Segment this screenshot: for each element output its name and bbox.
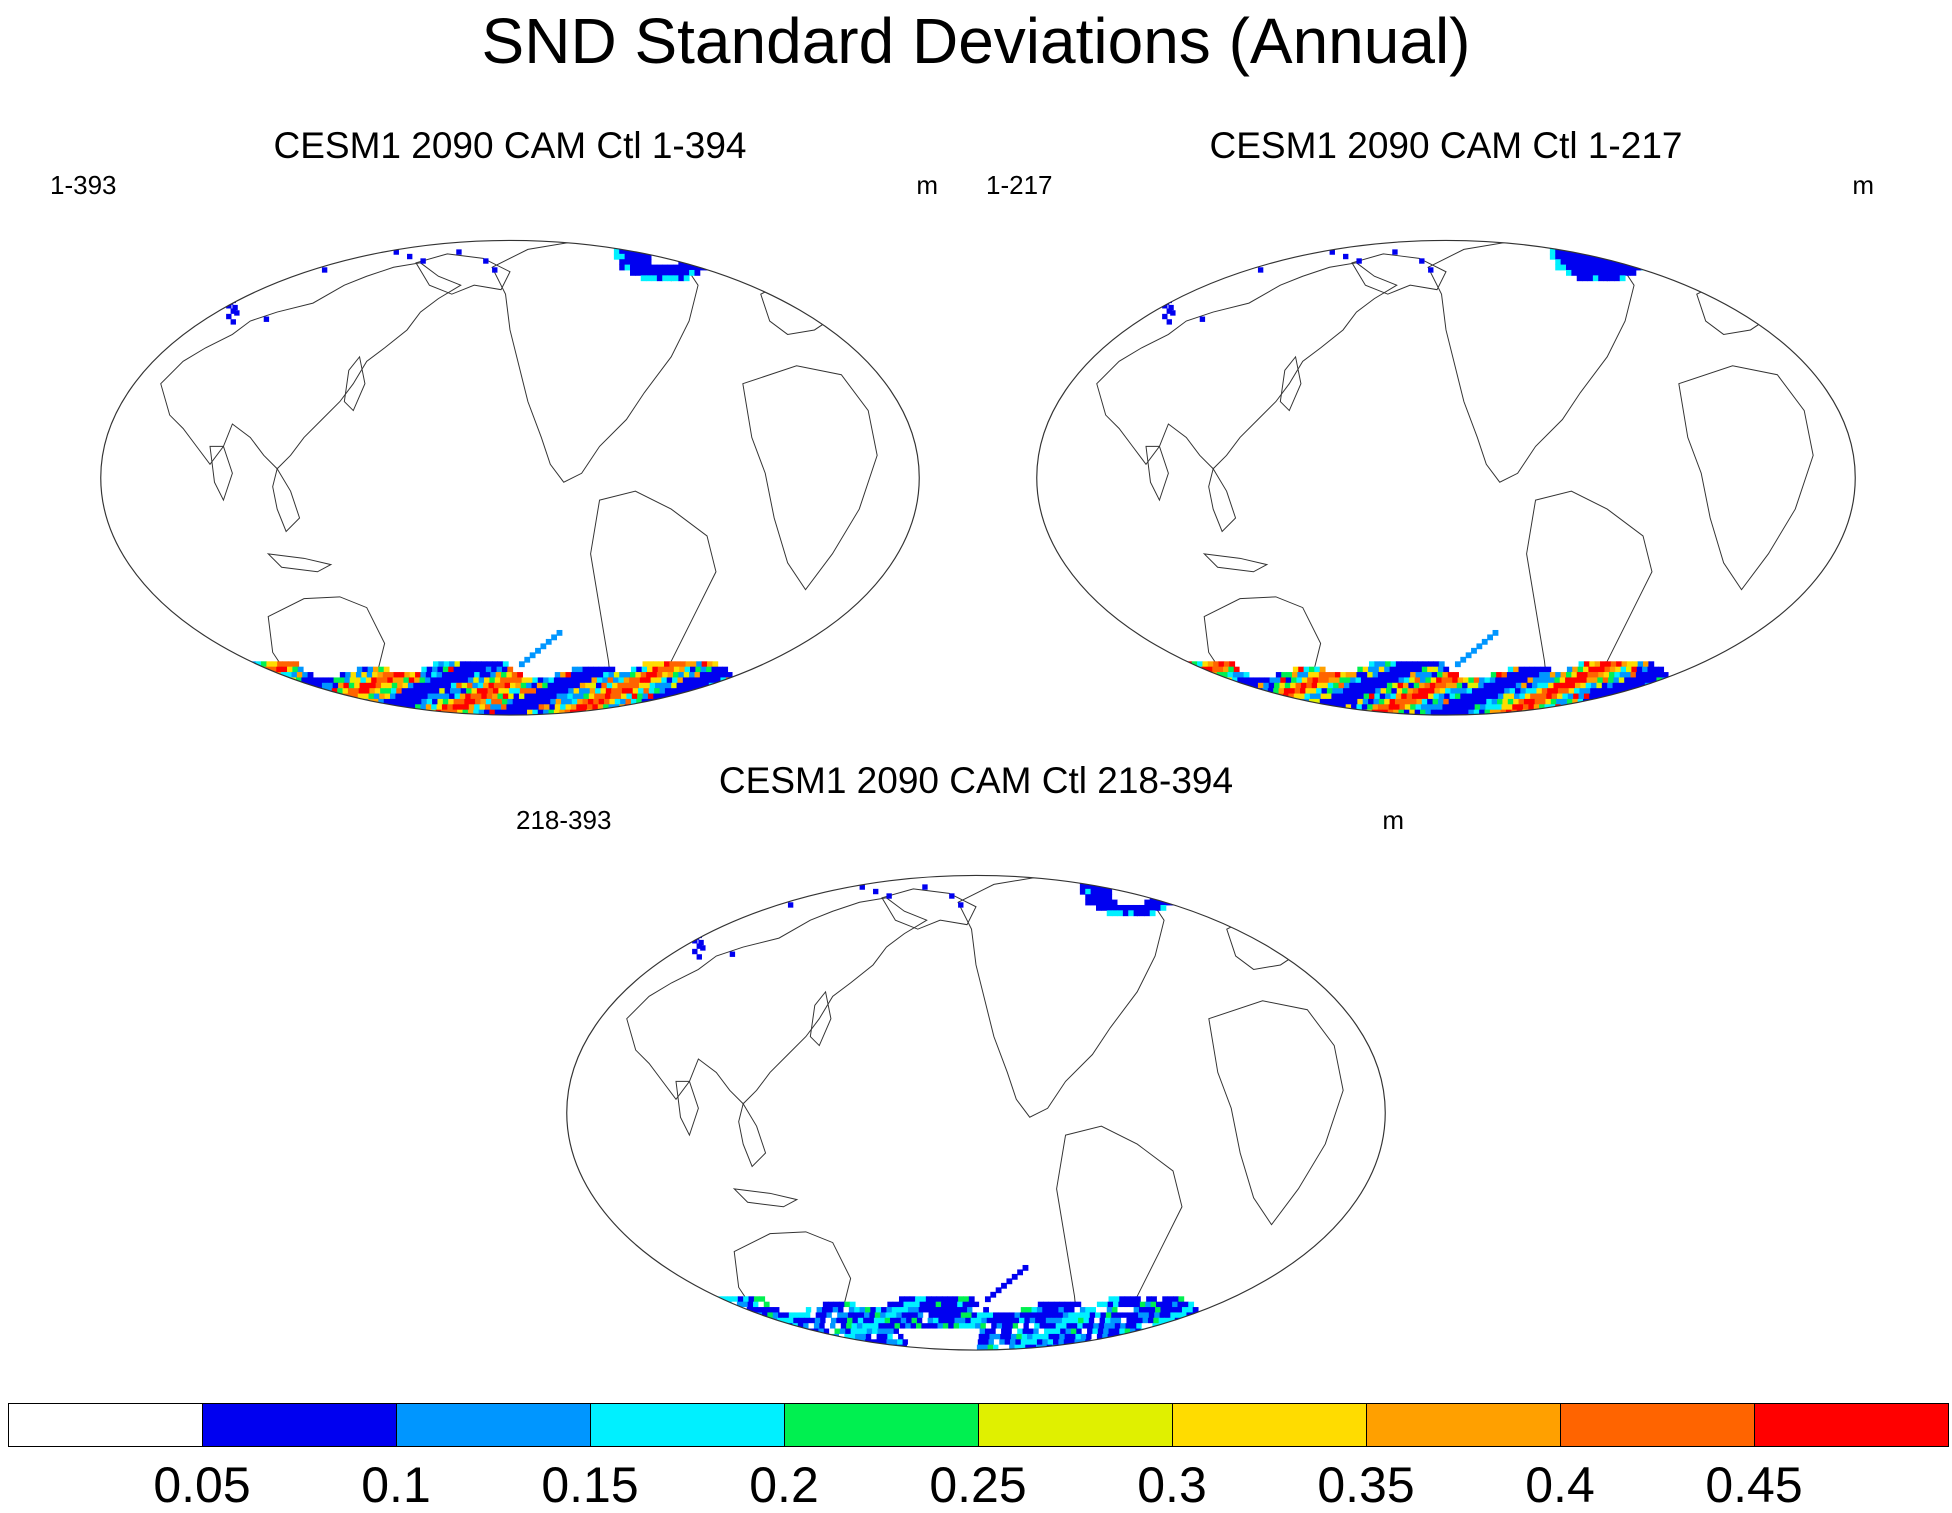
japan-coastline [809,990,832,1047]
indonesia-coastline [732,1188,799,1208]
map-border [1036,239,1856,716]
map-panel-2: CESM1 2090 CAM Ctl 1-217 1-217 m [986,124,1906,724]
colorbar-box [1366,1403,1561,1447]
map-panel-1: CESM1 2090 CAM Ctl 1-394 1-393 m [50,124,970,724]
colorbar-box [1754,1403,1949,1447]
india-coastline [675,1080,699,1137]
alaska-coastline [1351,253,1447,295]
panel-left-label: 1-393 [50,170,117,200]
europe-coastline [1696,266,1796,335]
colorbar-tick-label: 0.2 [749,1457,819,1513]
alaska-coastline [415,253,511,295]
colorbar-tick-label: 0.45 [1705,1457,1803,1513]
colorbar-tick-label: 0.15 [541,1457,639,1513]
japan-coastline [1279,355,1302,412]
map-plot [100,239,920,716]
indonesia-coastline [266,553,333,573]
map-plot [566,874,1386,1351]
colorbar [8,1403,1949,1449]
colorbar-tick-label: 0.05 [153,1457,251,1513]
colorbar-box [396,1403,591,1447]
panel-left-label: 1-217 [986,170,1053,200]
colorbar-tick-label: 0.1 [361,1457,431,1513]
map-panel-3: CESM1 2090 CAM Ctl 218-394 218-393 m [516,759,1436,1359]
seasia-coastline [1208,467,1237,533]
colorbar-box [202,1403,397,1447]
colorbar-box [590,1403,785,1447]
colorbar-box [8,1403,203,1447]
indonesia-coastline [1202,553,1269,573]
panel-left-label: 218-393 [516,805,612,835]
panel-title: CESM1 2090 CAM Ctl 1-217 [1209,125,1683,166]
seasia-coastline [738,1102,767,1168]
panel-units-label: m [916,170,938,200]
colorbar-tick-label: 0.35 [1317,1457,1415,1513]
colorbar-box [1560,1403,1755,1447]
colorbar-tick-label: 0.25 [929,1457,1027,1513]
asia-coastline [1096,262,1398,470]
asia-coastline [160,262,462,470]
asia-coastline [626,897,928,1105]
colorbar-box [1172,1403,1367,1447]
japan-coastline [343,355,366,412]
africa-coastline [1208,1000,1344,1226]
panel-title: CESM1 2090 CAM Ctl 1-394 [273,125,747,166]
seasia-coastline [272,467,301,533]
europe-coastline [1226,901,1326,970]
colorbar-tick-label: 0.4 [1525,1457,1595,1513]
india-coastline [209,445,233,502]
europe-coastline [760,266,860,335]
map-border [100,239,920,716]
figure-title: SND Standard Deviations (Annual) [481,5,1471,77]
panel-title: CESM1 2090 CAM Ctl 218-394 [718,760,1234,801]
colorbar-box [784,1403,979,1447]
map-border [566,874,1386,1351]
panel-units-label: m [1382,805,1404,835]
colorbar-tick-label: 0.3 [1137,1457,1207,1513]
alaska-coastline [881,888,977,930]
africa-coastline [742,365,878,591]
map-plot [1036,239,1856,716]
india-coastline [1145,445,1169,502]
panel-units-label: m [1852,170,1874,200]
africa-coastline [1678,365,1814,591]
colorbar-box [978,1403,1173,1447]
